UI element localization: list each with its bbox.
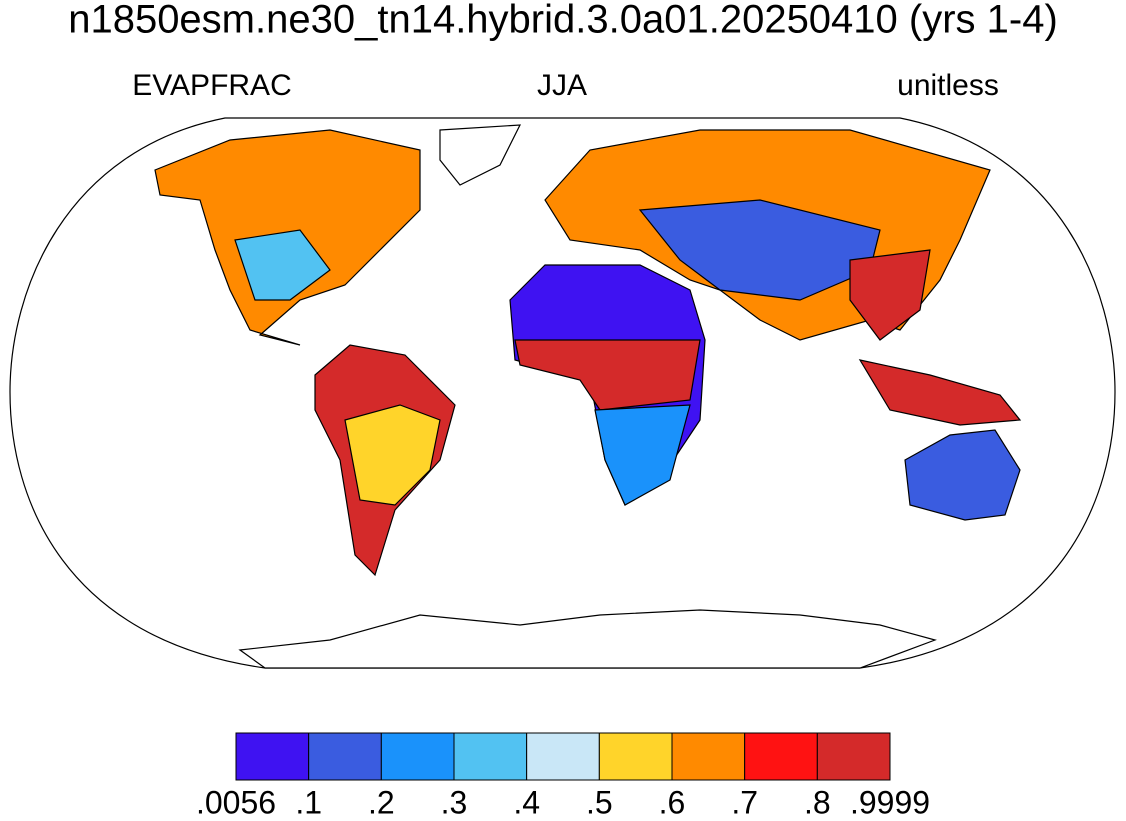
africa-region <box>594 404 691 506</box>
colorbar-tick-label: .0056 <box>196 784 276 820</box>
colorbar-box <box>380 732 455 781</box>
colorbar-tick-label: .2 <box>368 784 395 820</box>
colorbar-tick-label: .1 <box>295 784 322 820</box>
colorbar-box <box>235 732 310 781</box>
colorbar-tick-label: .8 <box>804 784 831 820</box>
colorbar-box <box>744 732 818 781</box>
title: n1850esm.ne30_tn14.hybrid.3.0a01.2025041… <box>68 0 1058 42</box>
colorbar-box <box>526 732 600 781</box>
colorbar-box <box>671 732 746 781</box>
map <box>9 117 1116 669</box>
variable-label: EVAPFRAC <box>132 69 291 102</box>
colorbar-box <box>598 732 673 781</box>
maritime-continent <box>858 359 1022 426</box>
colorbar-tick-label: .5 <box>586 784 613 820</box>
colorbar-box <box>308 732 382 781</box>
south-america-region <box>344 404 441 506</box>
season-label: JJA <box>537 69 587 102</box>
greenland <box>439 124 522 186</box>
antarctica <box>238 609 937 669</box>
australia <box>904 429 1021 521</box>
colorbar-tick-label: .4 <box>513 784 540 820</box>
colorbar-tick-label: .6 <box>659 784 686 820</box>
colorbar-tick-label: .3 <box>441 784 468 820</box>
colorbar-tick-label: .9999 <box>850 784 930 820</box>
units-label: unitless <box>897 69 999 102</box>
colorbar-tick-label: .7 <box>731 784 758 820</box>
colorbar-box <box>453 732 528 781</box>
colorbar: .0056 .1 .2 .3 .4 .5 .6 .7 .8 .9999 <box>196 732 930 820</box>
eurasia-region <box>638 199 881 301</box>
asia-region <box>849 249 931 341</box>
colorbar-box <box>816 732 891 781</box>
north-america-region <box>234 229 331 301</box>
